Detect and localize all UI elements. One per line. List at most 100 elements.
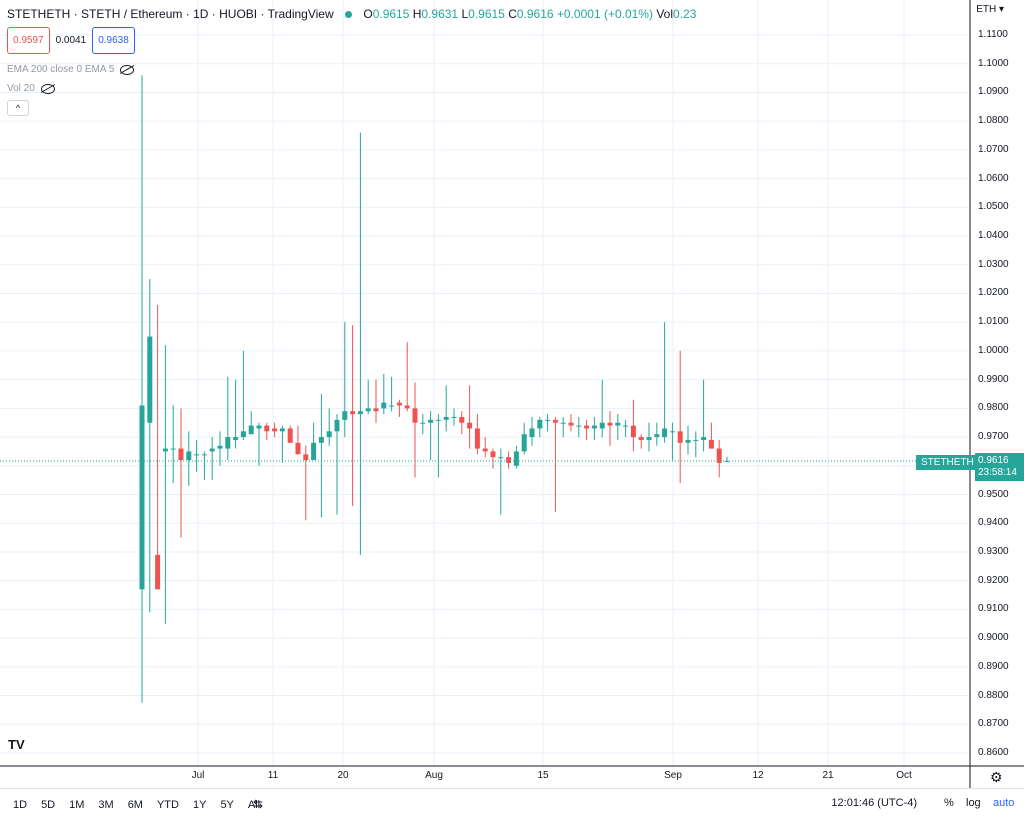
- candle-body: [521, 434, 527, 452]
- time-tick-label: Sep: [664, 770, 682, 781]
- candle: [389, 376, 395, 412]
- auto-toggle[interactable]: auto: [993, 797, 1015, 809]
- vol-value: 0.23: [673, 7, 697, 21]
- candle: [186, 431, 192, 486]
- candle: [194, 439, 200, 472]
- indicator-ema[interactable]: EMA 200 close 0 EMA 5: [7, 64, 135, 75]
- candle: [435, 414, 441, 478]
- candle-body: [373, 408, 379, 412]
- candle-body: [529, 428, 535, 438]
- candle-body: [669, 431, 675, 433]
- price-tick-label: 0.9700: [978, 431, 1009, 443]
- candle-body: [287, 428, 293, 443]
- candle: [396, 399, 402, 417]
- candle-body: [420, 422, 426, 424]
- range-ytd[interactable]: YTD: [156, 798, 179, 811]
- candle: [482, 437, 488, 458]
- candle-body: [318, 437, 324, 443]
- candle: [264, 422, 270, 440]
- buy-button[interactable]: 0.9638: [92, 27, 135, 54]
- time-tick-label: 12: [752, 770, 764, 781]
- close-value: 0.9616: [516, 7, 554, 21]
- candle-body: [716, 448, 722, 463]
- candle: [287, 425, 293, 443]
- price-tick-label: 1.0400: [978, 230, 1009, 242]
- candle-body: [685, 439, 691, 443]
- price-tick-label: 1.0800: [978, 115, 1009, 127]
- clock-timezone[interactable]: 12:01:46 (UTC-4): [831, 797, 917, 809]
- candle: [420, 414, 426, 435]
- time-tick-label: 21: [822, 770, 834, 781]
- candle-body: [389, 405, 395, 407]
- candle-body: [334, 419, 340, 432]
- candle-body: [599, 422, 605, 429]
- low-label: L: [461, 7, 469, 21]
- range-1y[interactable]: 1Y: [192, 798, 207, 811]
- candle: [155, 304, 161, 590]
- candle-body: [451, 416, 457, 418]
- candle-body: [638, 437, 644, 440]
- candle-body: [396, 402, 402, 406]
- candle-body: [326, 431, 332, 438]
- candle: [334, 414, 340, 515]
- candle-body: [607, 422, 613, 426]
- candle-body: [295, 442, 301, 455]
- currency-selector[interactable]: ETH ▾: [976, 4, 1004, 15]
- time-tick-label: 11: [267, 770, 279, 781]
- candle-body: [615, 422, 621, 426]
- close-label: C: [508, 7, 517, 21]
- candle: [467, 385, 473, 449]
- candle-body: [467, 422, 473, 429]
- percent-toggle[interactable]: %: [944, 797, 954, 809]
- candle: [139, 75, 145, 703]
- time-tick-label: 15: [537, 770, 549, 781]
- candle-body: [272, 428, 278, 432]
- range-all[interactable]: All: [247, 798, 261, 811]
- symbol-price-tag: STETHETH: [916, 455, 979, 470]
- open-value: 0.9615: [372, 7, 410, 21]
- eye-off-icon[interactable]: [40, 83, 55, 94]
- candle: [178, 408, 184, 538]
- collapse-legend-button[interactable]: ^: [7, 100, 29, 116]
- candle-body: [724, 461, 730, 463]
- candle-body: [139, 405, 145, 590]
- candle-body: [365, 408, 371, 412]
- price-tick-label: 0.9200: [978, 574, 1009, 586]
- candle-body: [646, 437, 652, 440]
- last-price-tag: 0.9616 23:58:14: [975, 453, 1024, 481]
- range-6m[interactable]: 6M: [127, 798, 143, 811]
- candle: [576, 416, 582, 438]
- symbol-name[interactable]: STETHETH: [7, 7, 71, 21]
- goto-date-icon[interactable]: ⇆: [253, 797, 264, 811]
- gear-icon[interactable]: ⚙: [990, 769, 1003, 785]
- candle-body: [435, 419, 441, 421]
- tradingview-logo-icon[interactable]: TV: [8, 737, 25, 752]
- range-5y[interactable]: 5Y: [220, 798, 234, 811]
- candle-body: [552, 419, 558, 423]
- currency-label: ETH: [976, 4, 997, 15]
- candle-body: [404, 405, 410, 409]
- log-toggle[interactable]: log: [966, 797, 981, 809]
- candle: [240, 350, 246, 440]
- price-tick-label: 0.9100: [978, 603, 1009, 615]
- open-label: O: [363, 7, 373, 21]
- eye-off-icon[interactable]: [120, 64, 135, 75]
- candle: [669, 422, 675, 461]
- range-5d[interactable]: 5D: [41, 798, 56, 811]
- indicator-vol[interactable]: Vol 20: [7, 83, 55, 94]
- candle-body: [498, 457, 504, 459]
- interval-label: 1D: [193, 7, 209, 21]
- candle-body: [623, 425, 629, 427]
- sell-button[interactable]: 0.9597: [7, 27, 50, 54]
- candle-body: [591, 425, 597, 429]
- candle-body: [342, 411, 348, 420]
- candle: [147, 279, 153, 613]
- range-1m[interactable]: 1M: [69, 798, 85, 811]
- candle: [279, 425, 285, 463]
- range-1d[interactable]: 1D: [13, 798, 28, 811]
- exchange-label: HUOBI: [219, 7, 258, 21]
- range-3m[interactable]: 3M: [98, 798, 114, 811]
- candle: [209, 437, 215, 481]
- candle: [568, 414, 574, 432]
